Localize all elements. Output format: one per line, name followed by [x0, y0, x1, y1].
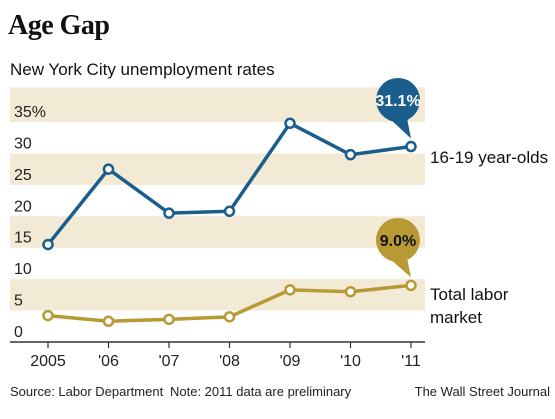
callouts: 31.1% 9.0%: [375, 78, 421, 278]
y-tick-label: 0: [14, 324, 23, 341]
series-label-total-line2: market: [430, 308, 482, 327]
callout-youth-bubble: [376, 78, 420, 122]
y-tick-label: 35%: [14, 104, 46, 121]
data-point: [102, 315, 115, 328]
callout-youth-pointer: [389, 118, 411, 139]
callout-total-bubble: [376, 218, 420, 262]
y-tick-label: 20: [14, 198, 32, 215]
data-point: [284, 284, 296, 296]
x-tick-label: '09: [280, 353, 301, 370]
x-tick-label: '10: [340, 353, 361, 370]
grid-bands: [10, 87, 425, 311]
y-tick-label: 25: [14, 167, 32, 184]
callout-total: 9.0%: [376, 218, 420, 278]
y-tick-label: 10: [14, 261, 32, 278]
grid-band-0: [10, 279, 425, 311]
data-point: [223, 205, 236, 218]
line-chart: 0 5 10 15 20 25 30 35% 2005 '06 '07 '08 '09 '10 '11 3…: [10, 78, 548, 370]
grid-band-1: [10, 216, 425, 248]
y-axis-ticks: 0 5 10 15 20 25 30 35%: [14, 104, 46, 341]
source-note: Source: Labor Department: [10, 384, 164, 399]
series-label-total: Total labor: [430, 285, 509, 304]
x-tick-label: 2005: [30, 353, 66, 370]
callout-youth-value: 31.1%: [375, 93, 420, 110]
publisher-credit: The Wall Street Journal: [414, 384, 550, 399]
callout-total-pointer: [389, 258, 411, 278]
preliminary-note: Note: 2011 data are preliminary: [170, 384, 352, 399]
data-point: [344, 285, 357, 298]
series-labels: 16-19 year-olds Total labor market: [430, 148, 548, 327]
x-tick-label: '11: [401, 353, 421, 370]
y-tick-label: 30: [14, 135, 32, 152]
data-point: [344, 148, 357, 161]
grid-band-3: [10, 87, 425, 122]
callout-total-value: 9.0%: [380, 233, 416, 250]
data-point: [405, 140, 417, 153]
chart-subtitle: New York City unemployment rates: [10, 60, 275, 79]
x-tick-label: '08: [219, 353, 240, 370]
data-point: [405, 279, 417, 292]
data-point: [102, 163, 115, 175]
x-axis-ticks: 2005 '06 '07 '08 '09 '10 '11: [30, 342, 421, 370]
y-tick-label: 15: [14, 230, 32, 247]
data-point: [284, 117, 296, 130]
data-point: [223, 311, 236, 323]
data-point: [42, 238, 54, 251]
data-point: [163, 313, 175, 326]
chart-title: Age Gap: [8, 10, 110, 41]
callout-youth: 31.1%: [375, 78, 421, 139]
series-youth: [42, 117, 417, 251]
x-tick-label: '07: [159, 353, 180, 370]
y-tick-label: 5: [14, 293, 23, 310]
grid-band-2: [10, 153, 425, 185]
series-total: [42, 279, 417, 328]
data-point: [42, 309, 54, 322]
x-tick-label: '06: [98, 353, 119, 370]
data-point: [163, 207, 175, 219]
series-label-youth: 16-19 year-olds: [430, 148, 548, 167]
